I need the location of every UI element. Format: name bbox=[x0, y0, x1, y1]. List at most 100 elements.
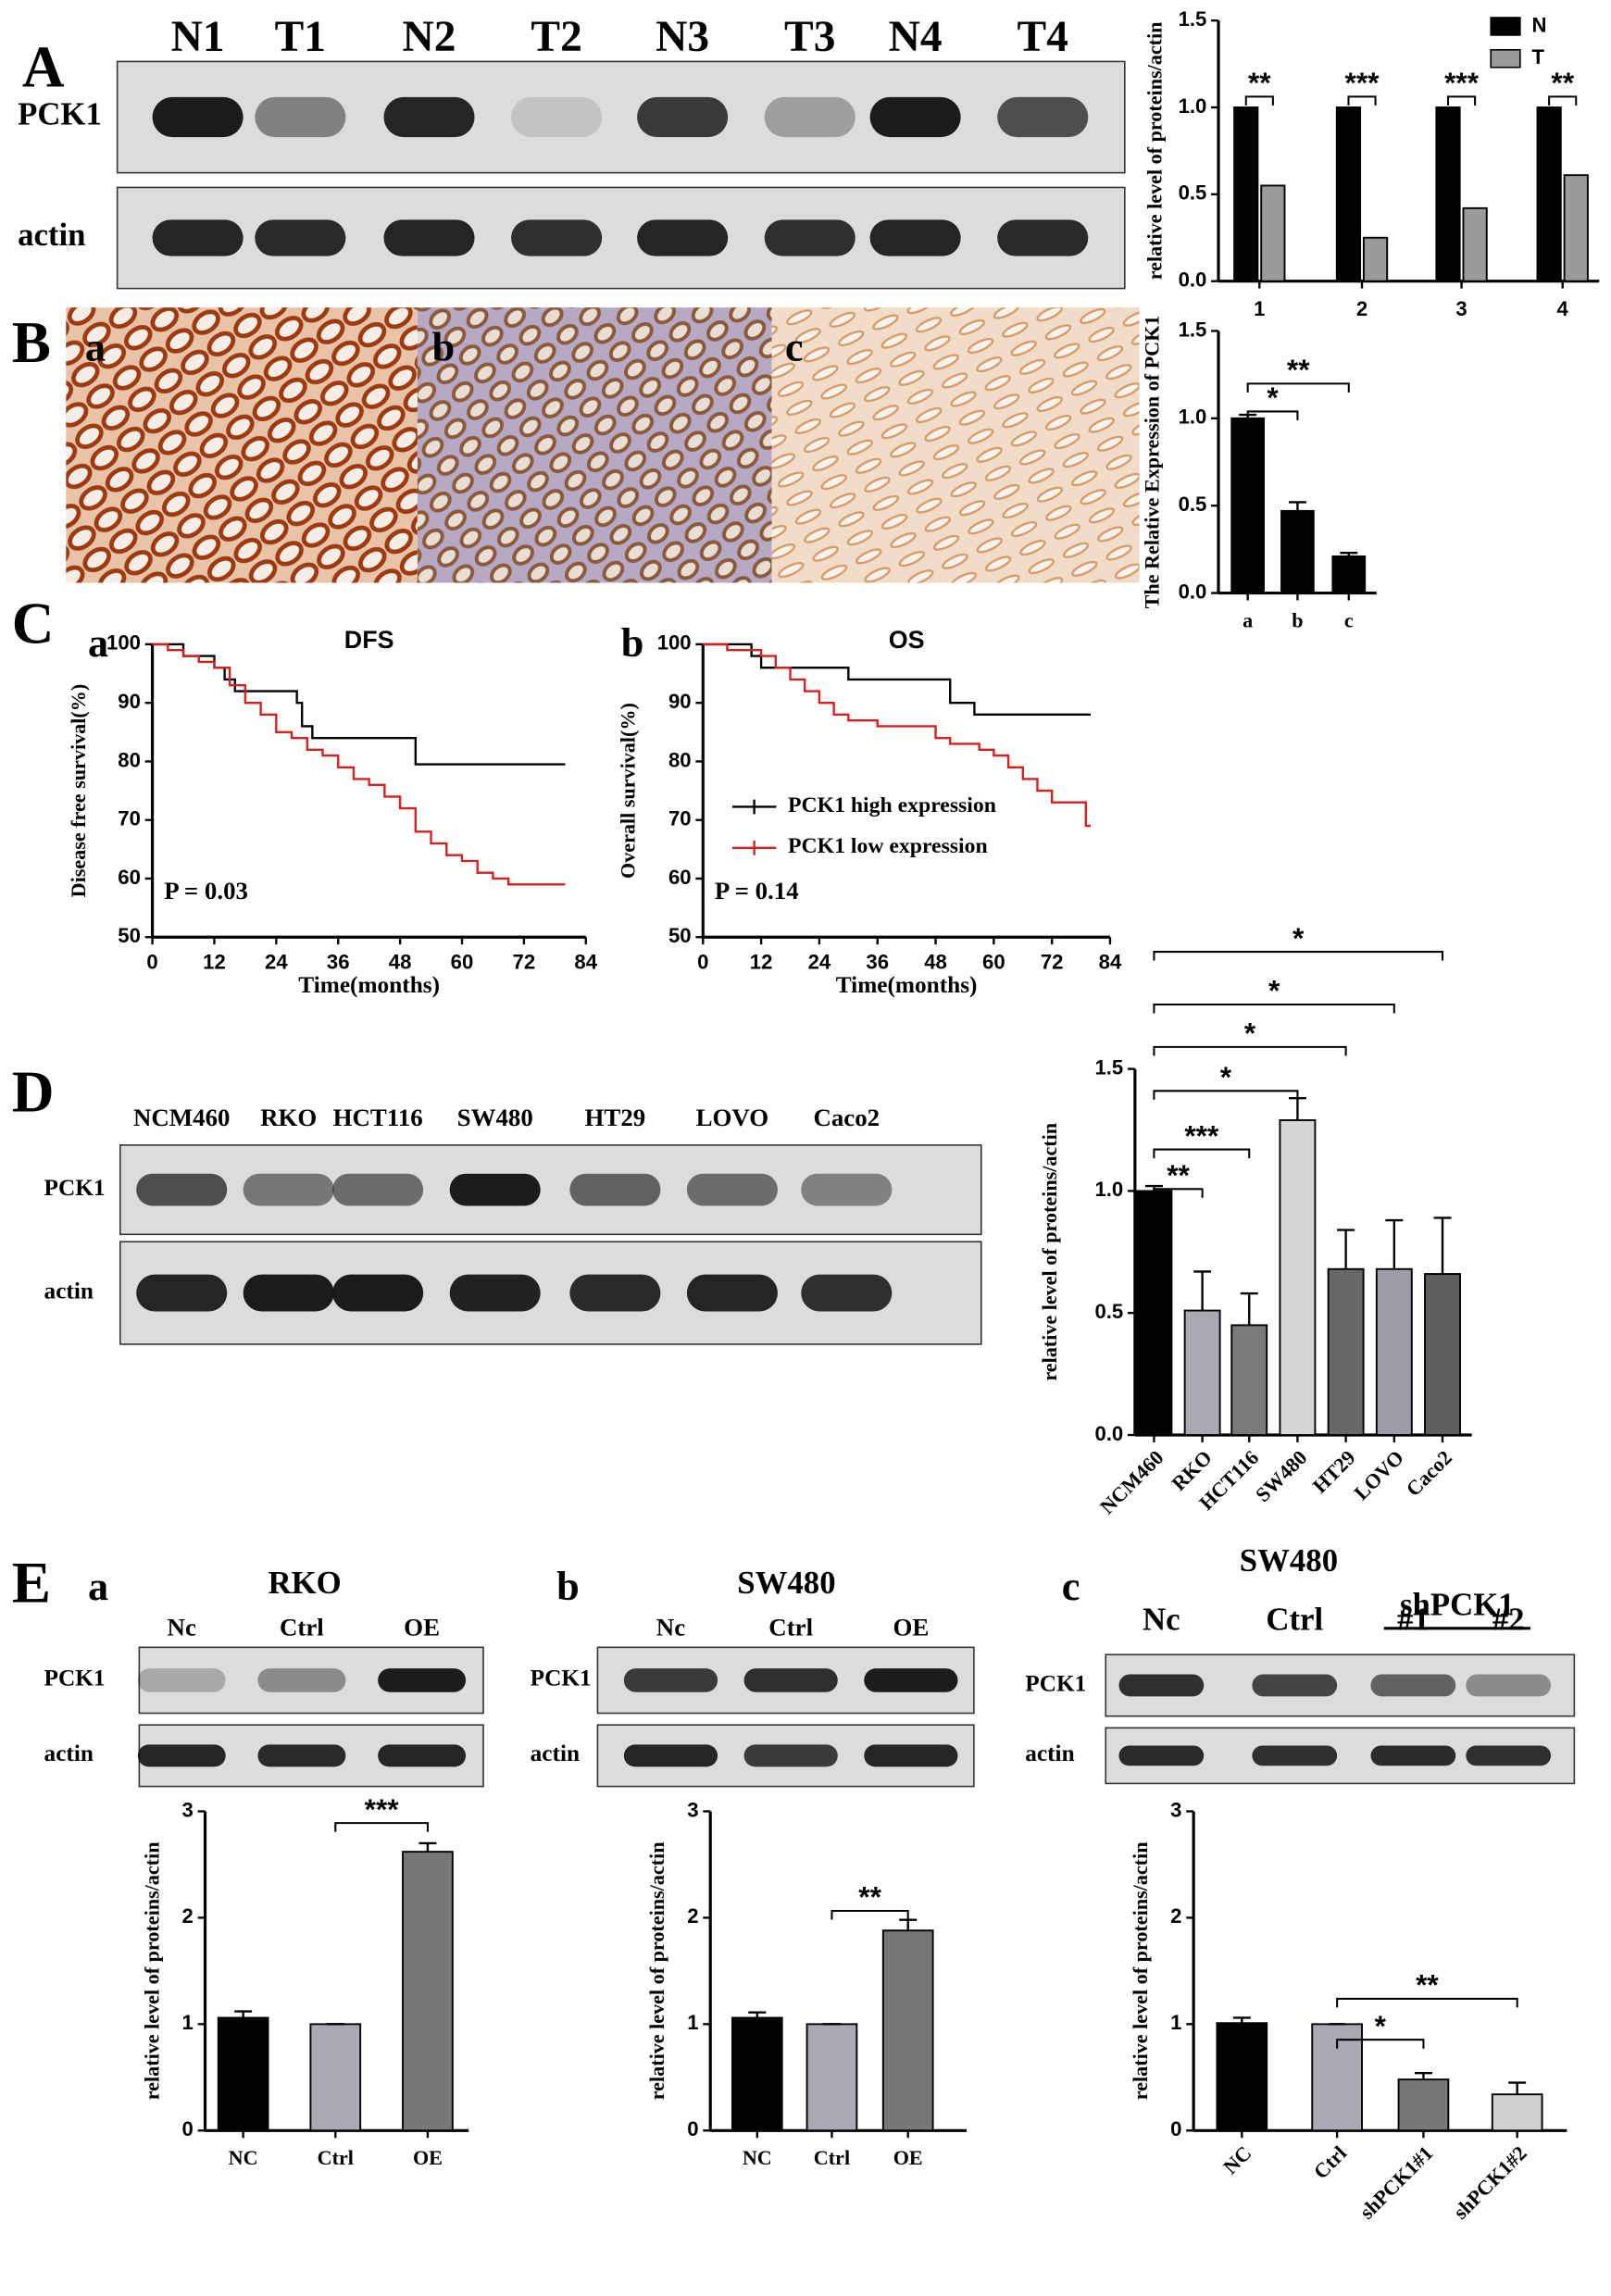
x-tick-label: 36 bbox=[866, 951, 889, 974]
x-tick-label: Ctrl bbox=[1309, 2141, 1351, 2183]
chart-title: DFS bbox=[344, 626, 394, 654]
y-tick-label: 0 bbox=[1170, 2117, 1181, 2140]
y-tick-label: 80 bbox=[118, 748, 141, 771]
x-tick-label: shPCK1#1 bbox=[1355, 2141, 1438, 2224]
x-tick-label: Ctrl bbox=[318, 2146, 354, 2169]
row-label: actin bbox=[44, 1278, 94, 1304]
blot-band bbox=[686, 1274, 778, 1312]
blot-band bbox=[869, 96, 961, 138]
y-tick-label: 1.5 bbox=[1179, 318, 1207, 341]
lane-label: LOVO bbox=[696, 1104, 769, 1131]
significance-label: * bbox=[1375, 2009, 1387, 2042]
blot-title: SW480 bbox=[1240, 1542, 1338, 1578]
blot-band bbox=[511, 219, 603, 256]
blot-band bbox=[257, 1668, 346, 1692]
panel-label: E bbox=[12, 1551, 51, 1616]
y-tick-label: 1.0 bbox=[1179, 406, 1207, 429]
row-label: actin bbox=[1025, 1741, 1074, 1766]
error-bar bbox=[1337, 1229, 1355, 1269]
error-bar bbox=[1433, 1217, 1452, 1275]
significance-label: *** bbox=[365, 1792, 400, 1826]
lane-label: #2 bbox=[1492, 1601, 1525, 1637]
blot-band bbox=[255, 96, 346, 138]
bar bbox=[1362, 236, 1389, 282]
error-bar bbox=[748, 2011, 767, 2018]
significance-bracket bbox=[1246, 382, 1350, 393]
blot-band bbox=[449, 1274, 541, 1312]
lane-label: Ctrl bbox=[768, 1614, 813, 1641]
y-tick-label: 70 bbox=[668, 807, 692, 830]
legend-label: T bbox=[1531, 45, 1544, 69]
panel-label: C bbox=[12, 592, 55, 656]
lane-label: HT29 bbox=[585, 1104, 646, 1131]
blot-band bbox=[332, 1274, 424, 1312]
bar bbox=[402, 1851, 454, 2132]
significance-bracket bbox=[1153, 1148, 1251, 1159]
significance-bracket bbox=[334, 1822, 429, 1832]
x-tick-label: Caco2 bbox=[1402, 1446, 1456, 1501]
blot-band bbox=[869, 219, 961, 256]
significance-bracket bbox=[1153, 951, 1444, 961]
blot-band bbox=[764, 96, 855, 138]
bar bbox=[1375, 1267, 1413, 1436]
bar bbox=[1563, 174, 1589, 282]
blot-band bbox=[378, 1744, 467, 1767]
blot-title: RKO bbox=[268, 1565, 341, 1601]
panel-label: B bbox=[12, 310, 51, 375]
blot-band bbox=[378, 1668, 467, 1692]
bar bbox=[1183, 1309, 1221, 1436]
x-tick-label: c bbox=[1344, 608, 1354, 631]
survival-curve bbox=[703, 643, 1092, 717]
y-tick-label: 2 bbox=[687, 1904, 698, 1928]
blot-band bbox=[569, 1173, 661, 1206]
y-axis-label: The Relative Expression of PCK1 bbox=[1141, 316, 1164, 609]
x-tick-label: 84 bbox=[1099, 951, 1122, 974]
survival-curve bbox=[703, 643, 1092, 828]
x-tick-label: a bbox=[1243, 608, 1253, 631]
blot-band bbox=[1466, 1674, 1552, 1697]
bar bbox=[806, 2023, 858, 2132]
sub-label: a bbox=[88, 1564, 108, 1609]
blot-band bbox=[332, 1173, 424, 1206]
error-bar bbox=[1340, 551, 1358, 556]
blot-band bbox=[997, 219, 1089, 256]
error-bar bbox=[1240, 1292, 1258, 1326]
bar bbox=[1491, 2093, 1543, 2132]
y-tick-label: 100 bbox=[106, 631, 141, 655]
y-tick-label: 0.0 bbox=[1179, 268, 1207, 292]
legend-line bbox=[731, 799, 777, 815]
x-axis-label: Time(months) bbox=[298, 972, 440, 998]
chart-title: OS bbox=[889, 626, 925, 654]
significance-label: * bbox=[1244, 1017, 1256, 1050]
y-tick-label: 1.5 bbox=[1179, 7, 1207, 31]
row-label: PCK1 bbox=[44, 1666, 106, 1691]
y-tick-label: 80 bbox=[668, 748, 692, 771]
x-tick-label: LOVO bbox=[1349, 1446, 1407, 1504]
y-tick-label: 1.0 bbox=[1094, 1178, 1123, 1201]
blot-band bbox=[637, 219, 729, 256]
y-tick-label: 60 bbox=[668, 866, 692, 889]
significance-label: ** bbox=[1248, 66, 1271, 99]
survival-curve bbox=[152, 643, 566, 886]
significance-bracket bbox=[830, 1910, 909, 1920]
bar bbox=[881, 1929, 934, 2132]
significance-label: ** bbox=[1167, 1158, 1190, 1192]
lane-label: T4 bbox=[1018, 13, 1068, 61]
row-label: actin bbox=[531, 1741, 580, 1766]
sub-label: a bbox=[88, 620, 108, 666]
blot-band bbox=[243, 1274, 334, 1312]
y-tick-label: 60 bbox=[118, 866, 141, 889]
y-axis-label: relative level of proteins/actin bbox=[645, 1841, 668, 2100]
bar bbox=[1335, 106, 1362, 282]
blot-band bbox=[1370, 1745, 1456, 1766]
lane-label: N2 bbox=[403, 13, 456, 61]
row-label: PCK1 bbox=[531, 1666, 592, 1691]
blot-title: SW480 bbox=[737, 1565, 835, 1601]
legend-label: N bbox=[1531, 13, 1546, 36]
x-tick-label: NCM460 bbox=[1095, 1446, 1168, 1519]
error-bar bbox=[1232, 2016, 1251, 2024]
x-tick-label: 60 bbox=[451, 951, 474, 974]
bar bbox=[1135, 1190, 1173, 1436]
ihc-image bbox=[66, 307, 418, 583]
